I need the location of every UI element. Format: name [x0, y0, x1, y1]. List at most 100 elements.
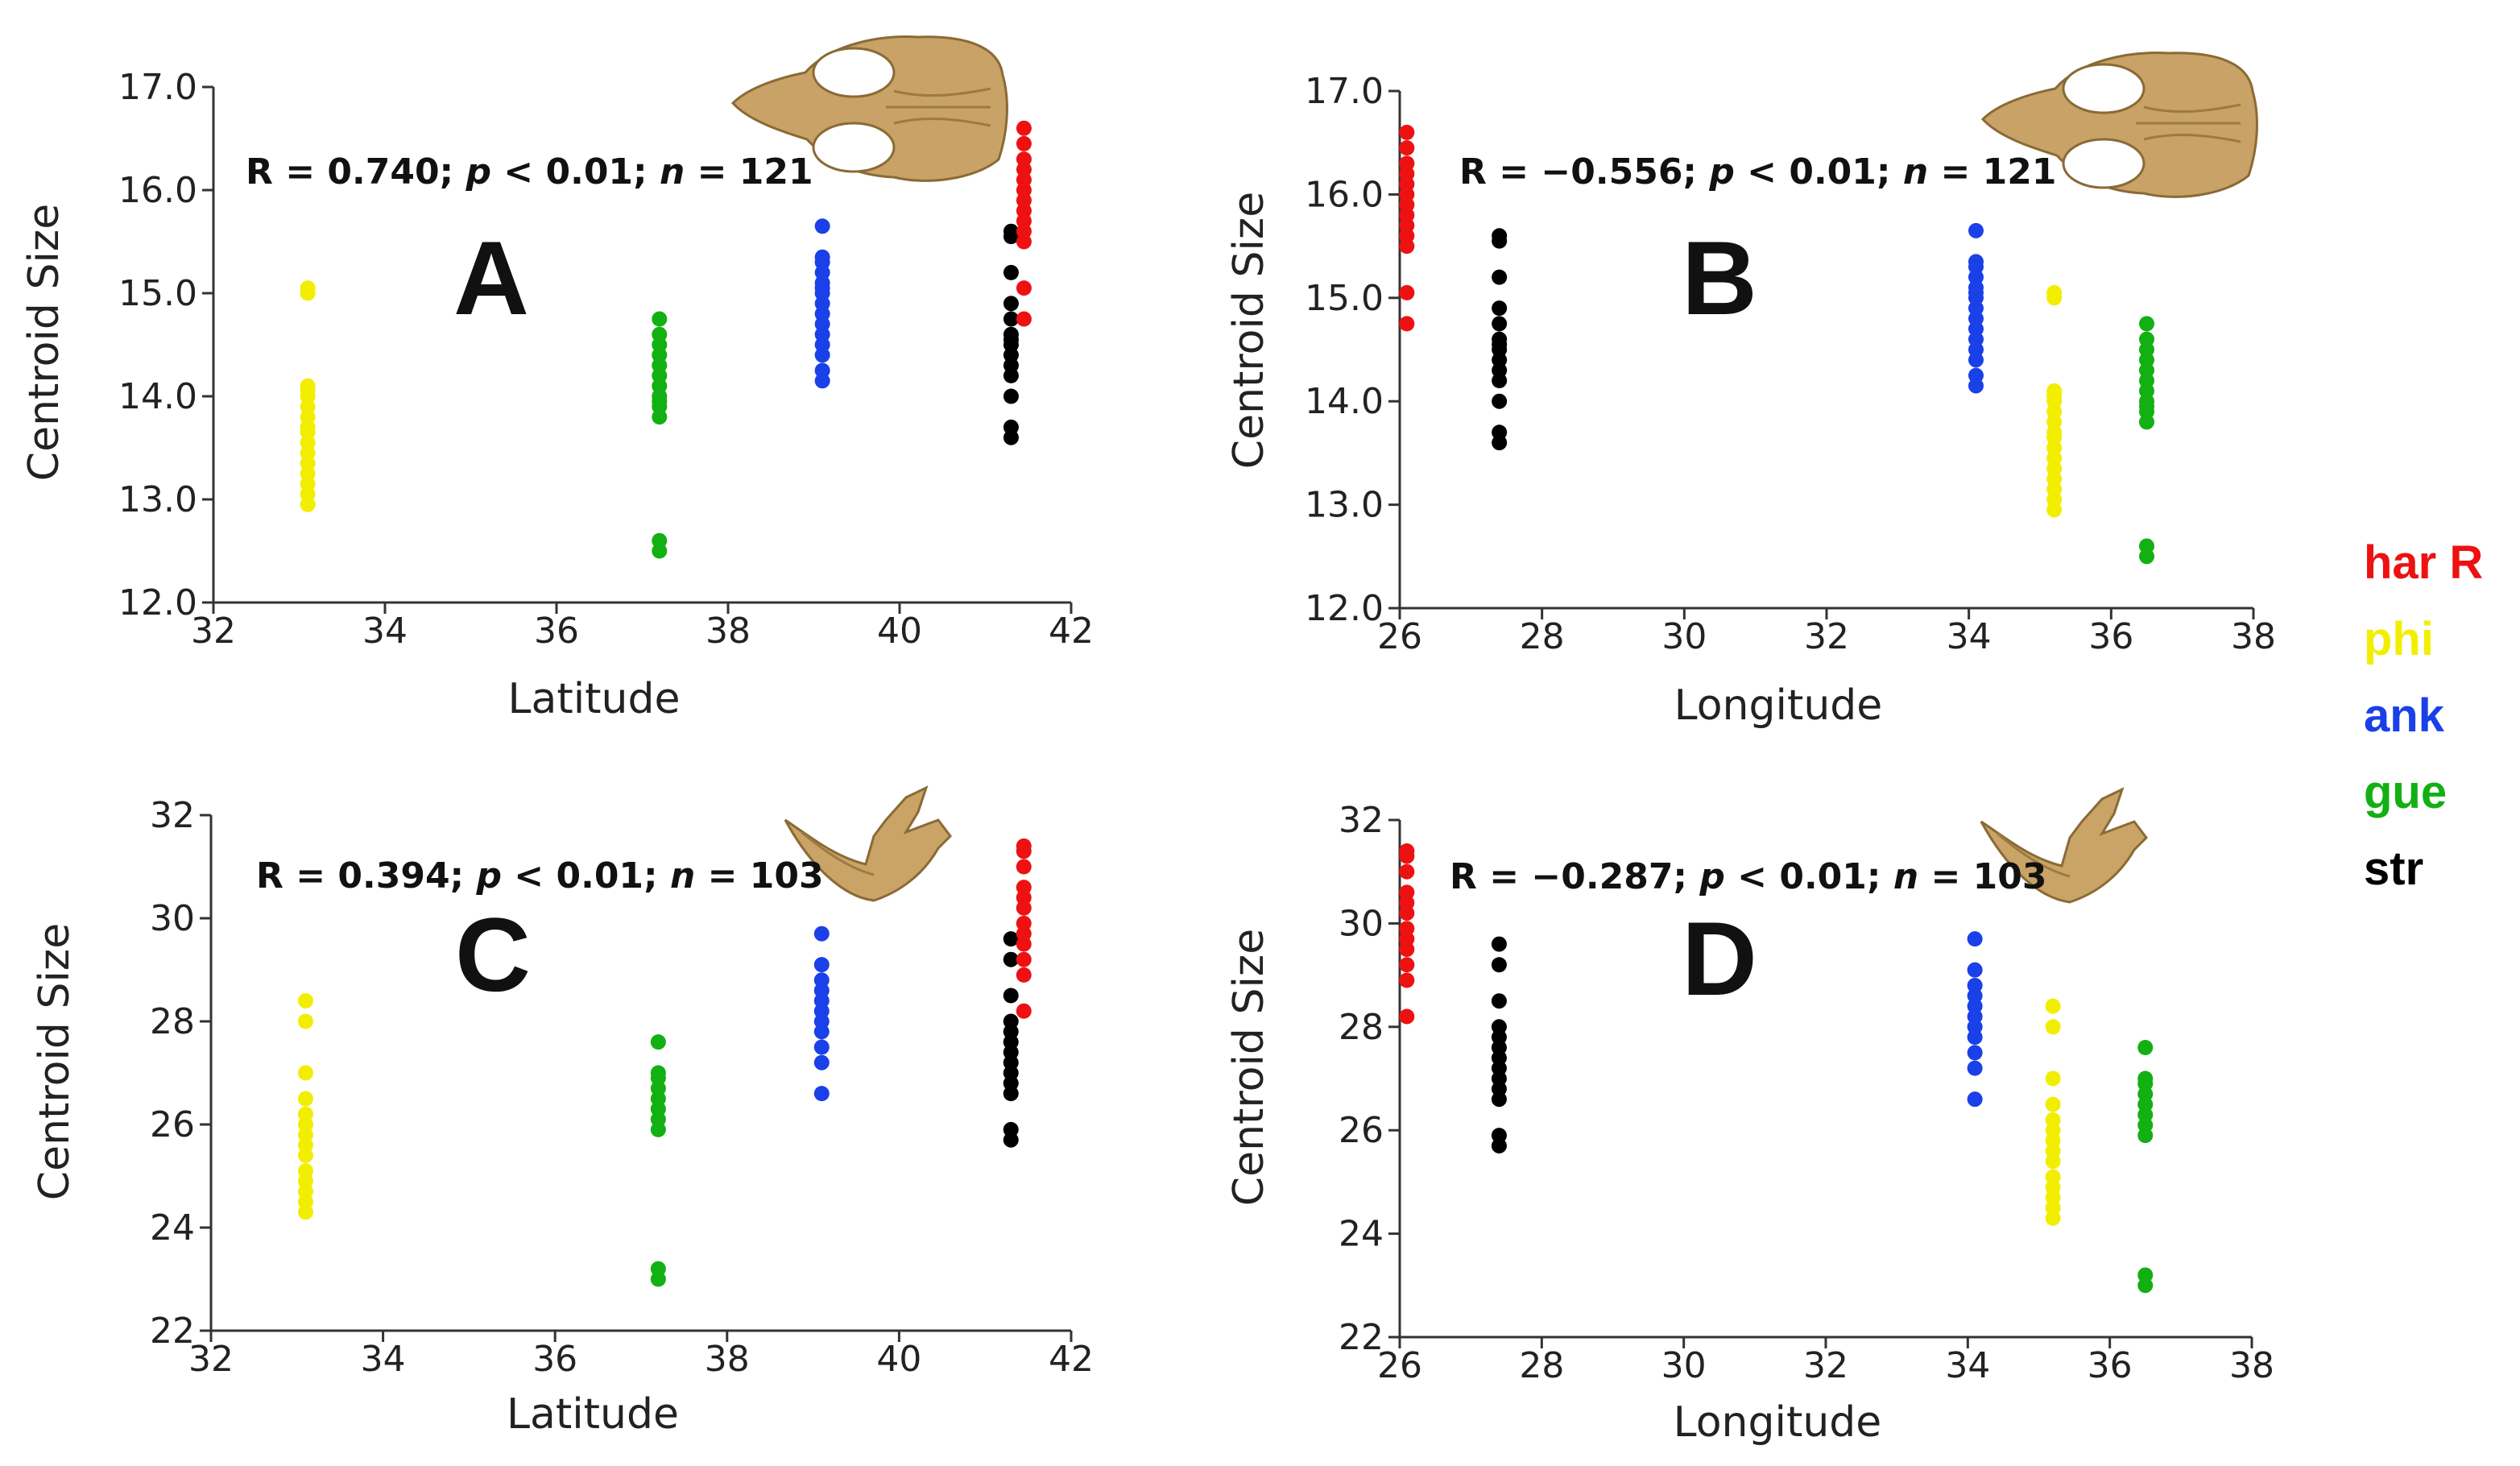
- data-point: [1016, 859, 1032, 875]
- panel-letter: C: [455, 896, 531, 1013]
- x-tick-label: 34: [361, 1339, 406, 1380]
- data-point: [1491, 957, 1507, 973]
- y-tick-label: 30: [150, 898, 195, 939]
- data-point: [1399, 1008, 1415, 1025]
- stat-annotation: R = 0.740; p < 0.01; n = 121: [246, 151, 813, 193]
- x-tick-label: 40: [876, 1339, 921, 1380]
- data-point: [1399, 884, 1415, 901]
- y-tick-label: 26: [1339, 1110, 1384, 1151]
- data-point: [1491, 1128, 1507, 1144]
- data-point: [1399, 155, 1415, 172]
- panel-letter: A: [453, 219, 529, 337]
- data-point: [1003, 223, 1019, 239]
- data-point: [1016, 967, 1032, 983]
- x-tick-label: 42: [1049, 1339, 1094, 1380]
- data-point: [1003, 988, 1019, 1004]
- panel-letter: D: [1682, 900, 1757, 1017]
- data-point: [814, 249, 830, 265]
- data-point: [1968, 222, 1984, 238]
- data-point: [2045, 998, 2061, 1014]
- data-point: [297, 1013, 313, 1029]
- series-har-r: [1399, 843, 1415, 1025]
- data-point: [2137, 1039, 2154, 1055]
- data-point: [2139, 331, 2154, 347]
- data-point: [1491, 993, 1507, 1009]
- y-tick-label: 26: [150, 1104, 195, 1145]
- legend: har R phi ank gue str: [2364, 536, 2483, 895]
- data-point: [1003, 264, 1019, 280]
- data-point: [1016, 135, 1032, 151]
- data-point: [1003, 951, 1019, 967]
- data-point: [2137, 1267, 2154, 1283]
- data-point: [1967, 1045, 1983, 1061]
- x-tick-label: 30: [1661, 1345, 1707, 1386]
- legend-item: str: [2364, 843, 2423, 895]
- y-tick-label: 16.0: [118, 170, 197, 211]
- y-tick-label: 15.0: [1305, 278, 1384, 319]
- series-ank: [814, 218, 830, 389]
- data-point: [813, 1054, 830, 1071]
- y-axis-label: Centroid Size: [20, 204, 68, 481]
- data-point: [2139, 538, 2154, 554]
- data-point: [1967, 977, 1983, 993]
- data-point: [1399, 140, 1415, 156]
- skull-dorsal-illustration: [730, 35, 1008, 182]
- data-point: [813, 1039, 830, 1055]
- mandible-illustration: [1980, 787, 2148, 904]
- panel-c: 22 24 26 28 30 32 32 34 36 38 40 42 Latitude Centroid…: [31, 785, 1094, 1439]
- x-axis-label: Longitude: [1674, 681, 1883, 730]
- x-tick-label: 38: [706, 611, 751, 652]
- x-tick-label: 36: [534, 611, 579, 652]
- x-tick-label: 38: [2229, 1345, 2274, 1386]
- data-point: [1967, 962, 1983, 978]
- data-point: [652, 326, 668, 342]
- x-tick-label: 34: [1945, 1345, 1990, 1386]
- data-point: [2045, 1169, 2061, 1185]
- data-point: [1016, 880, 1032, 896]
- series-str: [1492, 228, 1508, 451]
- y-tick-label: 28: [150, 1001, 195, 1042]
- data-point: [297, 1091, 313, 1107]
- series-gue: [652, 311, 668, 559]
- legend-item: ank: [2364, 690, 2445, 742]
- series-str: [1491, 936, 1507, 1153]
- data-point: [1003, 388, 1019, 404]
- data-point: [2046, 383, 2063, 399]
- data-point: [1491, 1019, 1507, 1035]
- x-tick-label: 34: [362, 611, 408, 652]
- x-tick-label: 36: [2088, 616, 2133, 657]
- x-tick-label: 32: [1803, 1345, 1848, 1386]
- y-tick-label: 28: [1339, 1007, 1384, 1048]
- y-axis-label: Centroid Size: [1225, 192, 1273, 469]
- stat-annotation: R = −0.287; p < 0.01; n = 103: [1450, 856, 2047, 897]
- y-tick-label: 12.0: [118, 582, 197, 623]
- panel-d: 22 24 26 28 30 32 26 28 30 32 34 36 38 Longitude Centr…: [1225, 787, 2274, 1447]
- y-tick-label: 24: [150, 1207, 195, 1249]
- data-point: [1967, 1091, 1983, 1108]
- y-tick-label: 17.0: [1305, 71, 1384, 112]
- panel-a: 12.0 13.0 14.0 15.0 16.0 17.0 32 34 36 38 40 42 Lati…: [20, 35, 1094, 723]
- y-tick-label: 22: [1339, 1317, 1384, 1358]
- y-tick-label: 17.0: [118, 67, 197, 108]
- y-tick-label: 30: [1339, 903, 1384, 944]
- x-tick-label: 32: [1804, 616, 1849, 657]
- data-point: [650, 1065, 666, 1081]
- x-tick-label: 32: [191, 611, 236, 652]
- x-tick-label: 34: [1947, 616, 1992, 657]
- data-point: [1492, 424, 1508, 441]
- y-tick-label: 32: [1339, 800, 1384, 841]
- y-tick-label: 32: [150, 795, 195, 836]
- y-tick-label: 13.0: [118, 479, 197, 520]
- data-point: [1399, 284, 1415, 300]
- x-tick-label: 38: [2231, 616, 2276, 657]
- data-point: [1003, 296, 1019, 312]
- stat-annotation: R = −0.556; p < 0.01; n = 121: [1459, 151, 2057, 193]
- x-tick-label: 28: [1520, 616, 1565, 657]
- data-point: [1399, 843, 1415, 859]
- data-point: [813, 926, 830, 942]
- stat-annotation: R = 0.394; p < 0.01; n = 103: [256, 855, 824, 897]
- x-axis-label: Latitude: [507, 675, 680, 723]
- y-tick-label: 12.0: [1305, 588, 1384, 629]
- series-har-r: [1399, 124, 1415, 332]
- data-point: [1003, 1121, 1019, 1137]
